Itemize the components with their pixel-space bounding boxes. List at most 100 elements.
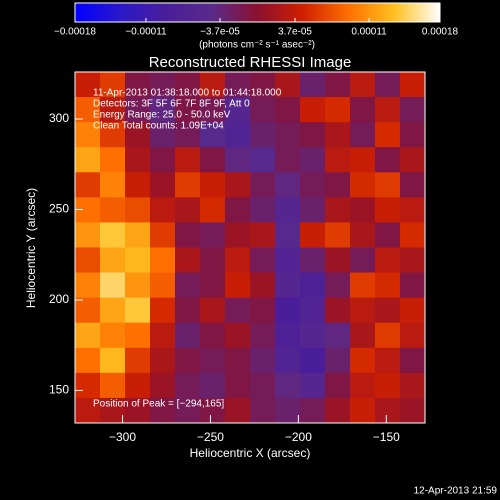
heatmap-cell (375, 347, 401, 374)
heatmap-cell (100, 197, 126, 223)
heatmap-cell (325, 272, 351, 299)
heatmap-cell (325, 397, 351, 424)
heatmap-cell (150, 122, 176, 148)
heatmap-cell (225, 397, 251, 424)
heatmap-cell (325, 247, 351, 274)
heatmap-cell (100, 147, 126, 173)
heatmap-cell (250, 97, 276, 123)
y-tick-label: 250 (49, 202, 69, 216)
chart-title: Reconstructed RHESSI Image (149, 54, 352, 71)
heatmap-cell (375, 222, 401, 248)
heatmap-cell (375, 72, 401, 98)
heatmap-cell (350, 197, 376, 223)
heatmap-cell (300, 372, 326, 399)
heatmap-cell (200, 222, 226, 248)
heatmap-cell (200, 172, 226, 198)
heatmap-cell (100, 97, 126, 123)
heatmap-cell (375, 122, 401, 148)
heatmap-cell (350, 172, 376, 198)
heatmap-cell (100, 222, 126, 248)
colorbar-tick-label: 0.00018 (422, 27, 459, 38)
heatmap-cell (300, 122, 326, 148)
heatmap-cell (400, 222, 426, 248)
heatmap-cell (75, 122, 101, 148)
heatmap-cell (250, 247, 276, 274)
heatmap-cell (300, 172, 326, 198)
annotation: Detectors: 3F 5F 6F 7F 8F 9F, Att 0 (93, 99, 250, 110)
heatmap-cell (175, 347, 201, 374)
heatmap-cell (225, 347, 251, 374)
y-tick-label: 150 (49, 383, 69, 397)
heatmap-cell (225, 247, 251, 274)
heatmap-cell (200, 247, 226, 274)
heatmap-cell (325, 172, 351, 198)
heatmap-cell (75, 222, 101, 248)
heatmap-cell (125, 247, 151, 274)
heatmap-cell (125, 297, 151, 324)
heatmap-cell (375, 297, 401, 324)
heatmap-cell (350, 347, 376, 374)
heatmap-cell (75, 72, 101, 98)
heatmap-cell (175, 297, 201, 324)
heatmap-cell (300, 297, 326, 324)
heatmap-cell (125, 147, 151, 173)
heatmap-cell (225, 322, 251, 349)
heatmap-cell (350, 297, 376, 324)
heatmap-cell (125, 322, 151, 349)
heatmap-cell (375, 197, 401, 223)
heatmap-cell (275, 172, 301, 198)
colorbar-tick-label: −3.7e-05 (200, 27, 240, 38)
heatmap-cell (175, 72, 201, 98)
heatmap-cell (200, 72, 226, 98)
y-tick-label: 200 (49, 292, 69, 306)
heatmap-cell (400, 297, 426, 324)
heatmap-cell (175, 247, 201, 274)
heatmap-cell (100, 247, 126, 274)
heatmap-cell (225, 72, 251, 98)
heatmap-cell (300, 247, 326, 274)
heatmap-cell (275, 147, 301, 173)
heatmap-cell (175, 197, 201, 223)
heatmap-cell (350, 322, 376, 349)
heatmap-cell (275, 272, 301, 299)
y-tick-label: 300 (49, 111, 69, 125)
heatmap-cell (125, 197, 151, 223)
y-axis-label: Heliocentric Y (arcsec) (24, 188, 38, 308)
timestamp: 12-Apr-2013 21:59 (414, 486, 498, 497)
heatmap-cell (150, 97, 176, 123)
heatmap-cell (150, 272, 176, 299)
heatmap-cell (350, 372, 376, 399)
heatmap-cell (250, 72, 276, 98)
x-tick-label: −200 (285, 430, 312, 444)
peak-label: Position of Peak = [−294,165] (93, 399, 224, 410)
heatmap-cell (75, 97, 101, 123)
heatmap-cell (175, 372, 201, 399)
heatmap-cell (275, 322, 301, 349)
heatmap-cell (300, 97, 326, 123)
heatmap-cell (225, 297, 251, 324)
heatmap-cell (175, 147, 201, 173)
heatmap-cell (250, 172, 276, 198)
heatmap-cell (300, 397, 326, 424)
heatmap-cell (375, 397, 401, 424)
heatmap-cell (400, 97, 426, 123)
heatmap-cell (300, 222, 326, 248)
heatmap-cell (400, 122, 426, 148)
heatmap-cell (100, 322, 126, 349)
heatmap-cell (325, 97, 351, 123)
heatmap-cell (275, 197, 301, 223)
heatmap-cell (275, 122, 301, 148)
heatmap-cell (275, 97, 301, 123)
heatmap-cell (200, 297, 226, 324)
heatmap-cell (375, 247, 401, 274)
heatmap-cell (275, 297, 301, 324)
plot-frame (74, 71, 426, 424)
heatmap-cell (325, 197, 351, 223)
heatmap-cell (200, 397, 226, 424)
heatmap-cell (100, 372, 126, 399)
heatmap-cell (125, 397, 151, 424)
heatmap-cell (400, 172, 426, 198)
heatmap-cell (375, 172, 401, 198)
heatmap-cell (100, 72, 126, 98)
heatmap-cell (250, 347, 276, 374)
